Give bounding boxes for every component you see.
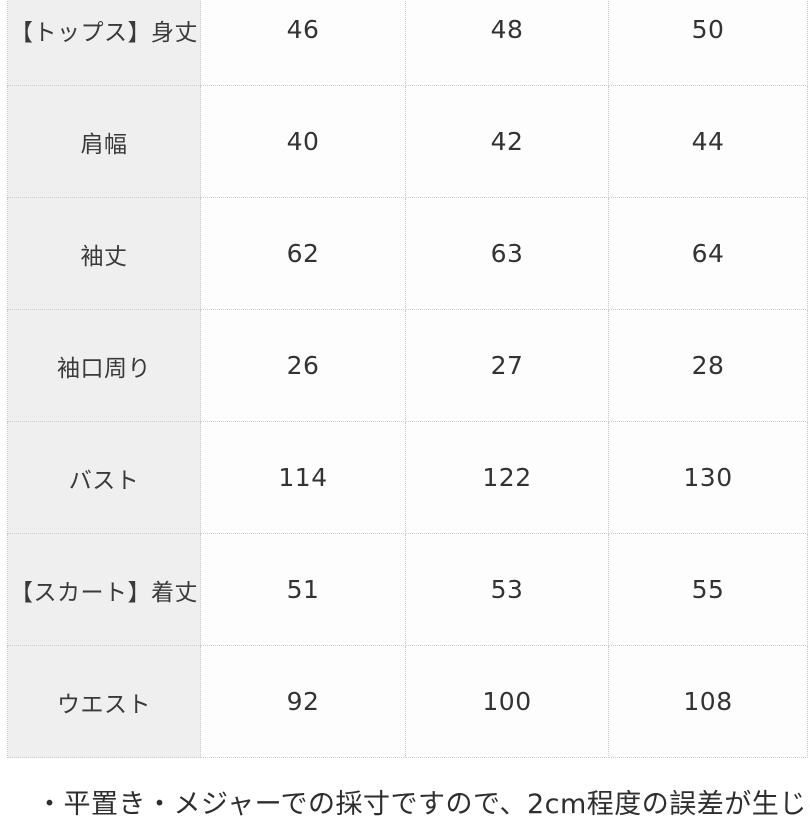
table-row: 【スカート】着丈 51 53 55 — [7, 533, 808, 646]
row-label-waist: ウエスト — [7, 645, 201, 758]
row-label-skirt-length: 【スカート】着丈 — [7, 533, 201, 646]
size-spec-table: 【トップス】身丈 46 48 50 肩幅 40 42 44 袖丈 62 63 6… — [7, 0, 808, 758]
table-row: バスト 114 122 130 — [7, 421, 808, 534]
size-value-cell: 28 — [608, 309, 808, 422]
size-value-cell: 51 — [200, 533, 406, 646]
size-value-cell: 130 — [608, 421, 808, 534]
size-value-cell: 62 — [200, 197, 406, 310]
size-value-cell: 92 — [200, 645, 406, 758]
size-value-cell: 55 — [608, 533, 808, 646]
table-row: 【トップス】身丈 46 48 50 — [7, 0, 808, 86]
size-value-cell: 114 — [200, 421, 406, 534]
size-value-cell: 42 — [405, 85, 609, 198]
size-value-cell: 46 — [200, 0, 406, 86]
measurement-note: ・平置き・メジャーでの採寸ですので、2cm程度の誤差が生じる — [36, 789, 810, 820]
size-value-cell: 48 — [405, 0, 609, 86]
table-row: 袖丈 62 63 64 — [7, 197, 808, 310]
size-value-cell: 27 — [405, 309, 609, 422]
row-label-sleeve-length: 袖丈 — [7, 197, 201, 310]
size-value-cell: 100 — [405, 645, 609, 758]
table-row: ウエスト 92 100 108 — [7, 645, 808, 758]
size-value-cell: 40 — [200, 85, 406, 198]
size-value-cell: 63 — [405, 197, 609, 310]
size-value-cell: 108 — [608, 645, 808, 758]
size-value-cell: 53 — [405, 533, 609, 646]
row-label-shoulder-width: 肩幅 — [7, 85, 201, 198]
table-row: 肩幅 40 42 44 — [7, 85, 808, 198]
size-value-cell: 50 — [608, 0, 808, 86]
row-label-tops-length: 【トップス】身丈 — [7, 0, 201, 86]
row-label-bust: バスト — [7, 421, 201, 534]
size-value-cell: 26 — [200, 309, 406, 422]
size-value-cell: 64 — [608, 197, 808, 310]
row-label-cuff-around: 袖口周り — [7, 309, 201, 422]
table-row: 袖口周り 26 27 28 — [7, 309, 808, 422]
size-value-cell: 122 — [405, 421, 609, 534]
size-value-cell: 44 — [608, 85, 808, 198]
